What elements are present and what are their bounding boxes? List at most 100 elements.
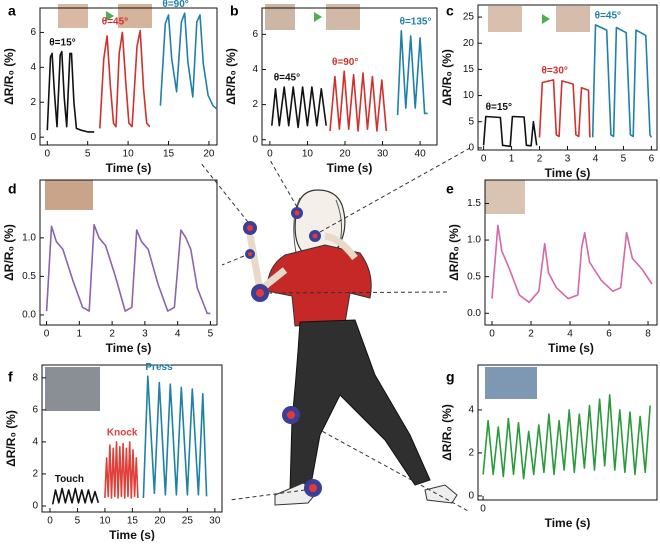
- data-line: [491, 224, 653, 304]
- plot-frame: [477, 364, 658, 501]
- leggings: [289, 319, 431, 491]
- y-tick-label: 1.0: [22, 232, 36, 243]
- x-axis-label: Time (s): [106, 161, 152, 175]
- series-label: θ=45°: [102, 16, 128, 27]
- x-tick-label: 15: [127, 516, 139, 527]
- x-tick-label: 2: [109, 329, 115, 340]
- plot-frame: [484, 179, 658, 326]
- y-tick-label: 0: [252, 134, 258, 145]
- x-tick-label: 2: [537, 154, 543, 165]
- x-tick-label: 10: [123, 149, 135, 160]
- x-tick-label: 0: [47, 516, 53, 527]
- y-tick-label: 0: [468, 491, 474, 502]
- series-label: θ=90°: [332, 57, 358, 68]
- x-tick-label: 0: [44, 329, 50, 340]
- plot-frame: [39, 179, 218, 326]
- x-tick-label: 40: [415, 149, 427, 160]
- data-line: [591, 24, 653, 138]
- sensor-dots: [247, 210, 318, 492]
- data-line: [142, 375, 208, 499]
- y-tick-label: 0.0: [22, 310, 36, 321]
- photo: [45, 367, 100, 411]
- y-axis-label: ΔR/R₀ (%): [2, 224, 16, 281]
- x-tick-label: 3: [142, 329, 148, 340]
- y-tick-label: 2: [468, 448, 474, 459]
- x-tick-label: 6: [606, 329, 612, 340]
- data-line: [271, 86, 327, 129]
- shoes: [274, 482, 458, 506]
- y-tick-label: 0: [468, 143, 474, 154]
- x-tick-label: 8: [645, 329, 651, 340]
- arrow: [528, 14, 550, 24]
- y-tick-label: 2: [30, 97, 36, 108]
- y-tick-label: 5: [468, 116, 474, 127]
- series-label: θ=30°: [542, 65, 568, 76]
- x-tick-label: 6: [649, 154, 655, 165]
- y-tick-label: 0: [30, 132, 36, 143]
- panel-letter: g: [446, 369, 455, 385]
- photo: [485, 367, 537, 399]
- y-tick-label: 10: [463, 90, 475, 101]
- x-tick-label: 1: [509, 154, 515, 165]
- x-tick-label: 20: [203, 149, 215, 160]
- y-tick-label: 0.0: [467, 308, 481, 319]
- x-tick-label: 30: [377, 149, 389, 160]
- y-tick-label: 4: [30, 62, 36, 73]
- x-axis-label: Time (s): [545, 516, 591, 530]
- head: [294, 189, 346, 256]
- x-tick-label: 10: [302, 149, 314, 160]
- inset-photos: [45, 4, 590, 411]
- series-label: θ=15°: [49, 37, 75, 48]
- panel-letter: f: [8, 369, 13, 385]
- panel-letter: d: [8, 181, 17, 197]
- data-line: [482, 394, 651, 480]
- y-tick-label: 6: [32, 405, 38, 416]
- x-tick-label: 0: [481, 154, 487, 165]
- series-label: θ=45°: [274, 73, 300, 84]
- y-tick-label: 0.5: [22, 271, 36, 282]
- panel-letter: b: [230, 3, 239, 19]
- series-label: Press: [145, 362, 173, 373]
- plot-frame: [261, 7, 438, 146]
- panel-letter: e: [446, 181, 454, 197]
- arm-right: [324, 232, 358, 261]
- x-tick-label: 30: [209, 516, 221, 527]
- y-tick-label: 8: [32, 372, 38, 383]
- x-tick-label: 2: [528, 329, 534, 340]
- x-tick-label: 5: [75, 516, 81, 527]
- photo: [45, 180, 93, 210]
- x-axis-label: Time (s): [327, 161, 373, 175]
- arrow: [300, 12, 322, 22]
- x-tick-label: 0: [489, 329, 495, 340]
- arrow: [94, 11, 114, 21]
- series-label: θ=90°: [162, 0, 188, 10]
- series-label: θ=135°: [400, 16, 432, 27]
- x-tick-label: 4: [593, 154, 599, 165]
- y-axis-label: ΔR/R₀ (%): [2, 48, 16, 105]
- x-tick-label: 0: [267, 149, 273, 160]
- x-tick-label: 5: [85, 149, 91, 160]
- series-label: θ=45°: [595, 11, 621, 22]
- pointer-arrows: [199, 147, 471, 513]
- y-tick-label: 4: [468, 405, 474, 416]
- y-tick-label: 0: [32, 501, 38, 512]
- y-tick-label: 2: [32, 469, 38, 480]
- x-tick-label: 0: [44, 149, 50, 160]
- x-tick-label: 4: [567, 329, 573, 340]
- data-line: [46, 50, 95, 133]
- x-tick-label: 20: [154, 516, 166, 527]
- photo: [485, 180, 525, 214]
- photo: [488, 6, 522, 32]
- y-tick-label: 6: [30, 27, 36, 38]
- x-tick-label: 4: [175, 329, 181, 340]
- y-axis-label: ΔR/R₀ (%): [224, 48, 238, 105]
- x-tick-label: 0: [480, 504, 486, 515]
- y-tick-label: 0.5: [467, 271, 481, 282]
- data-line: [538, 79, 591, 138]
- data-line: [482, 115, 538, 148]
- x-axis-label: Time (s): [109, 528, 155, 541]
- x-tick-label: 1: [77, 329, 83, 340]
- data-line: [104, 441, 139, 499]
- shirt: [266, 244, 372, 327]
